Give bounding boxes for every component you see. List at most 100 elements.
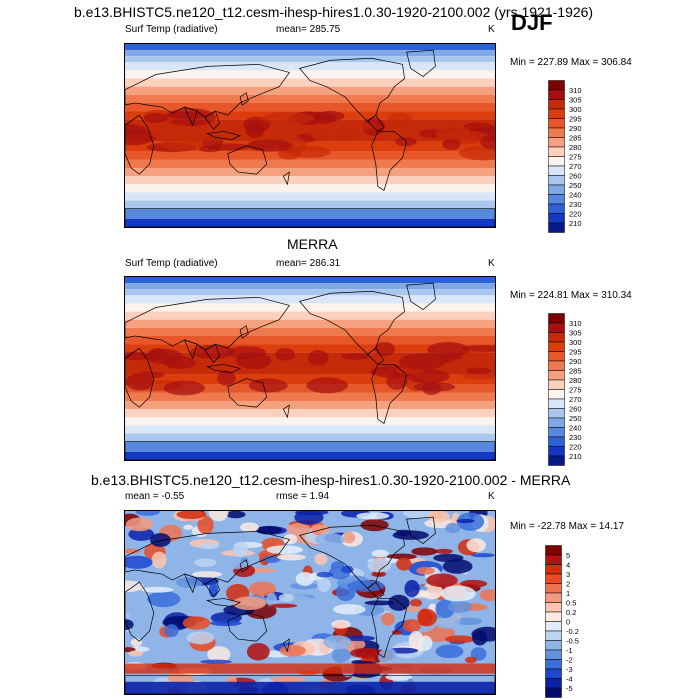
difference-patch [192, 571, 223, 578]
temperature-band [125, 86, 495, 95]
panel3-difference-map [124, 510, 496, 695]
colorbar-tick-label: 300 [569, 105, 582, 114]
difference-patch [164, 624, 179, 638]
coastline-india [185, 574, 197, 592]
difference-patch [417, 608, 433, 627]
temperature-band [125, 56, 495, 63]
temperature-patch [226, 346, 266, 359]
difference-patch [141, 586, 174, 593]
difference-patch [199, 542, 219, 550]
temperature-patch [341, 353, 370, 360]
map-canvas [125, 277, 495, 460]
coastline-se-asia [205, 578, 219, 596]
map-canvas [125, 44, 495, 227]
panel1-stats: Min = 227.89 Max = 306.84 [510, 57, 632, 68]
colorbar-swatch [545, 554, 562, 565]
panel3-colorbar: 5 4 3 2 1 0.5 0.2 0 -0.2 -0.5 -1 -2 -3 -4 -5 [545, 545, 605, 699]
difference-patch [125, 555, 153, 569]
coastline-japan [240, 326, 248, 338]
temperature-patch [307, 350, 329, 366]
colorbar-swatch [545, 545, 562, 556]
temperature-band [125, 295, 495, 304]
difference-patch [358, 544, 388, 549]
difference-patch [266, 545, 304, 555]
temperature-band [125, 335, 495, 345]
colorbar-tick-label: 300 [569, 338, 582, 347]
coastline-india [185, 340, 197, 358]
difference-patch [125, 517, 153, 532]
temperature-band [125, 409, 495, 418]
difference-patch [472, 630, 488, 646]
difference-patch [391, 629, 402, 635]
temperature-band [125, 277, 495, 284]
temperature-patch [331, 126, 363, 140]
temperature-patch [309, 123, 331, 141]
colorbar-tick-label: 270 [569, 395, 582, 404]
temperature-patch [149, 131, 182, 138]
difference-patch [349, 647, 383, 659]
colorbar-tick-label: 290 [569, 357, 582, 366]
southern-ocean-warm-band [125, 663, 495, 674]
colorbar-tick-label: 290 [569, 124, 582, 133]
colorbar-tick-label: 285 [569, 134, 582, 143]
colorbar-tick-label: 275 [569, 153, 582, 162]
coastline-antarctica [125, 442, 495, 460]
panel1-variable-label: Surf Temp (radiative) [125, 24, 218, 35]
panel2-title: MERRA [287, 236, 338, 252]
temperature-patch [190, 344, 235, 359]
difference-patch [460, 579, 488, 588]
coastline-indonesia [207, 598, 240, 606]
temperature-patch [161, 136, 204, 151]
colorbar-swatch [545, 592, 562, 603]
temperature-patch [315, 110, 345, 122]
temperature-patch [386, 372, 408, 390]
temperature-band [125, 176, 495, 185]
colorbar-tick-label: 4 [566, 561, 570, 570]
colorbar-swatch [548, 389, 565, 400]
panel1-units-label: K [488, 24, 495, 35]
difference-patch [360, 519, 389, 532]
colorbar-tick-label: 5 [566, 551, 570, 560]
colorbar-swatch [548, 427, 565, 438]
difference-patch [466, 538, 486, 553]
colorbar-tick-label: 0 [566, 618, 570, 627]
coastline-japan [240, 560, 248, 572]
temperature-band [125, 433, 495, 442]
panel2-surface-temperature-map [124, 276, 496, 461]
difference-patch [194, 558, 217, 567]
colorbar-swatch [548, 213, 565, 224]
coastline-north-america [300, 291, 405, 354]
colorbar-tick-label: 0.5 [566, 599, 576, 608]
difference-patch [269, 603, 298, 608]
temperature-patch [465, 367, 492, 375]
colorbar-tick-label: 210 [569, 452, 582, 461]
coastline-japan [240, 93, 248, 105]
difference-patch [333, 604, 366, 615]
difference-patch [403, 619, 421, 633]
colorbar-tick-label: 295 [569, 348, 582, 357]
difference-patch [406, 605, 421, 613]
difference-patch [314, 553, 328, 565]
temperature-band [125, 78, 495, 87]
difference-patch [427, 511, 450, 523]
colorbar-swatch [548, 118, 565, 129]
temperature-patch [247, 139, 293, 152]
difference-patch [182, 616, 211, 630]
coastline-indonesia [207, 131, 240, 139]
difference-patch [208, 582, 219, 598]
temperature-patch [261, 111, 315, 125]
difference-patch [310, 524, 331, 534]
difference-patch [465, 656, 477, 664]
colorbar-swatch [548, 379, 565, 390]
panel1-colorbar: 310 305 300 295 290 285 280 275 270 260 250 240 230 2… [548, 80, 608, 234]
difference-patch [440, 585, 476, 602]
difference-patch [317, 577, 331, 592]
coastline-central-america [368, 582, 384, 598]
difference-patch [447, 600, 472, 613]
colorbar-swatch [548, 99, 565, 110]
difference-patch [128, 650, 144, 657]
difference-patch [125, 548, 141, 554]
colorbar-swatch [548, 408, 565, 419]
colorbar-swatch [545, 678, 562, 689]
temperature-patch [145, 348, 183, 365]
